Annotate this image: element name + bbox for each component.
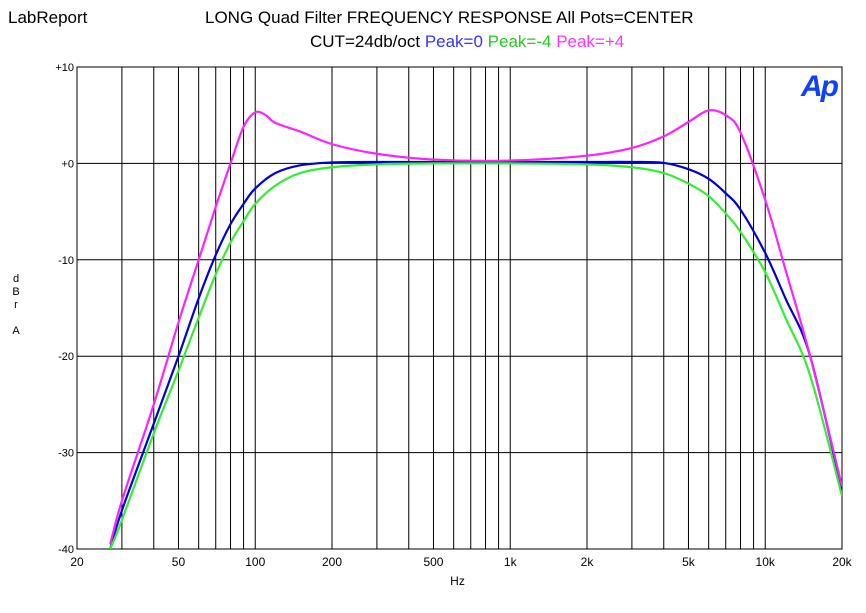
x-tick-label: 20k bbox=[832, 555, 852, 569]
grid-lines bbox=[77, 66, 842, 550]
y-tick-label: -10 bbox=[58, 255, 74, 267]
x-tick-label: 500 bbox=[423, 555, 443, 569]
x-tick-label: 100 bbox=[245, 555, 265, 569]
x-tick-label: 50 bbox=[172, 555, 186, 569]
y-tick-label: -20 bbox=[58, 351, 74, 363]
subtitle-peak-0: Peak=0 bbox=[424, 32, 488, 51]
y-tick-label: +10 bbox=[55, 62, 74, 74]
y-axis-label-char: A bbox=[12, 325, 20, 337]
y-tick-label: -40 bbox=[58, 544, 74, 556]
y-axis-label-char: r bbox=[14, 299, 18, 311]
subtitle-peak-minus-4: Peak=-4 bbox=[487, 32, 557, 51]
chart-title: LONG Quad Filter FREQUENCY RESPONSE All … bbox=[205, 8, 694, 27]
y-axis-label-char: B bbox=[12, 286, 19, 298]
plot-frame bbox=[76, 66, 843, 550]
series-line-peak-4 bbox=[109, 109, 842, 545]
y-tick-label: +0 bbox=[61, 158, 74, 170]
x-tick-label: 200 bbox=[322, 555, 342, 569]
y-tick-label: -30 bbox=[58, 448, 74, 460]
app-label: LabReport bbox=[8, 8, 88, 27]
subtitle-prefix: CUT=24db/oct bbox=[310, 32, 425, 51]
x-tick-label: 10k bbox=[756, 555, 776, 569]
x-axis-label: Hz bbox=[450, 574, 465, 588]
chart-subtitle: CUT=24db/oct Peak=0 Peak=-4 Peak=+4 bbox=[310, 32, 624, 52]
ap-logo: Ap bbox=[800, 70, 839, 103]
subtitle-peak-plus-4: Peak=+4 bbox=[556, 32, 625, 51]
series-line-peak-0 bbox=[109, 160, 842, 549]
x-tick-label: 20 bbox=[70, 555, 84, 569]
series-line-peak-4 bbox=[109, 162, 842, 549]
x-tick-label: 1k bbox=[504, 555, 518, 569]
x-tick-label: 5k bbox=[682, 555, 696, 569]
x-tick-label: 2k bbox=[581, 555, 595, 569]
y-axis-label-char: d bbox=[13, 273, 19, 285]
series-group bbox=[109, 109, 842, 549]
